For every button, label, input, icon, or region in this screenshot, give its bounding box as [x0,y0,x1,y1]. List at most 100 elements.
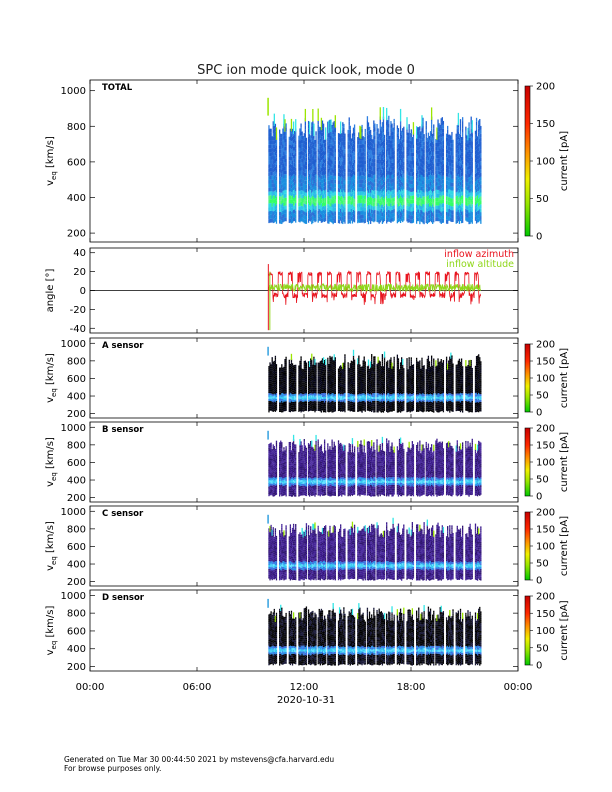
panel-label-b: B sensor [102,425,144,435]
heatmap-total [267,97,482,225]
xtick-label: 18:00 [397,682,426,693]
colorbar-d [524,595,531,666]
ytick-label: 800 [67,356,86,367]
heatmap-d [267,598,482,666]
series-inflow-altitude [267,282,481,293]
colorbar-b [524,427,531,497]
ytick-label: 200 [67,662,86,673]
ylabel-d: veq [km/s] [45,606,58,656]
ytick-label: 200 [67,229,86,240]
ytick-label: -40 [70,324,86,335]
colorbar-tick-label: 50 [536,643,549,654]
colorbar-tick-label: 0 [536,492,542,503]
colorbar-tick-label: 50 [536,391,549,402]
colorbar-tick-label: 100 [536,542,555,553]
footer-browse-line: For browse purposes only. [64,764,334,773]
colorbar-tick-label: 0 [536,232,542,243]
ytick-label: 600 [67,374,86,385]
ylabel-unit: [km/s] [45,606,56,641]
colorbar-label-d: current [pA] [559,600,570,660]
ytick-label: 40 [73,248,86,259]
panel-label-d: D sensor [102,593,145,603]
heatmap-c [267,514,482,581]
panel-label-a: A sensor [102,341,144,351]
footer-generated-line: Generated on Tue Mar 30 00:44:50 2021 by… [64,755,334,764]
xtick-label: 12:00 [290,682,319,693]
ytick-label: 1000 [61,591,86,602]
ytick-label: 400 [67,560,86,571]
ytick-label: 200 [67,493,86,504]
ytick-label: 600 [67,458,86,469]
heatmap-a [267,346,482,413]
ytick-label: 200 [67,409,86,420]
colorbar-tick-label: 50 [536,475,549,486]
colorbar-tick-label: 150 [536,609,555,620]
ylabel-sub: eq [50,556,58,565]
ylabel-unit: [km/s] [45,136,56,171]
ytick-label: 1000 [61,339,86,350]
ytick-label: 800 [67,609,86,620]
ytick-label: 1000 [61,86,86,97]
ylabel-sub: eq [50,388,58,397]
panel-label-c: C sensor [102,509,144,519]
colorbar-tick-label: 0 [536,661,542,672]
footer: Generated on Tue Mar 30 00:44:50 2021 by… [64,755,334,773]
colorbar-tick-label: 200 [536,592,555,603]
ytick-label: 600 [67,542,86,553]
legend-inflow-altitude: inflow altitude [446,259,514,270]
colorbar-tick-label: 50 [536,559,549,570]
colorbar-label-c: current [pA] [559,516,570,576]
panel-label-total: TOTAL [102,83,133,93]
ylabel-sub: eq [50,171,58,180]
colorbar-tick-label: 0 [536,408,542,419]
colorbar-tick-label: 150 [536,525,555,536]
colorbar-tick-label: 150 [536,441,555,452]
colorbar-label-b: current [pA] [559,432,570,492]
colorbar-tick-label: 100 [536,626,555,637]
colorbar-tick-label: 200 [536,424,555,435]
ylabel-main: v [45,397,56,403]
colorbar-tick-label: 150 [536,119,555,130]
xtick-label: 00:00 [504,682,533,693]
xtick-label: 06:00 [183,682,212,693]
ytick-label: 1000 [61,423,86,434]
colorbar-tick-label: 50 [536,194,549,205]
colorbar-c [524,511,531,581]
ylabel-total: veq [km/s] [45,136,58,186]
ylabel-unit: [km/s] [45,521,56,556]
colorbar-tick-label: 100 [536,157,555,168]
ylabel-a: veq [km/s] [45,353,58,403]
ylabel-sub: eq [50,641,58,650]
colorbar-tick-label: 100 [536,374,555,385]
ytick-label: 400 [67,392,86,403]
colorbar-label-a: current [pA] [559,348,570,408]
ytick-label: 800 [67,122,86,133]
ylabel-main: v [45,180,56,186]
ytick-label: 400 [67,644,86,655]
legend-inflow-azimuth: inflow azimuth [444,249,514,260]
ylabel-main: v [45,481,56,487]
ytick-label: 800 [67,440,86,451]
ylabel-unit: [km/s] [45,353,56,388]
ytick-label: -20 [70,305,86,316]
ylabel-main: v [45,649,56,655]
colorbar-a [524,343,531,413]
ylabel-b: veq [km/s] [45,437,58,487]
colorbar-total [524,85,531,237]
xlabel-date: 2020-10-31 [277,695,335,706]
ytick-label: 1000 [61,507,86,518]
colorbar-tick-label: 150 [536,357,555,368]
ytick-label: 20 [73,267,86,278]
ytick-label: 400 [67,193,86,204]
series-inflow-azimuth [268,270,481,305]
ytick-label: 200 [67,577,86,588]
ytick-label: 0 [80,286,86,297]
colorbar-label-total: current [pA] [559,131,570,191]
